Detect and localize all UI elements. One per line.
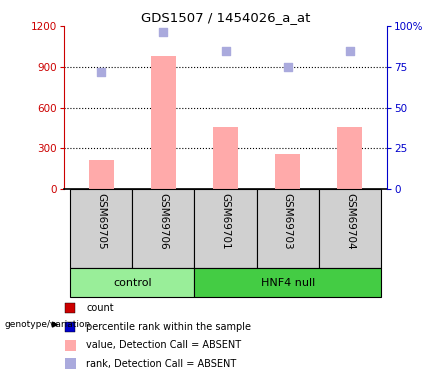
Text: GSM69706: GSM69706 bbox=[158, 193, 169, 249]
Bar bbox=[257, 189, 319, 268]
Text: HNF4 null: HNF4 null bbox=[260, 278, 315, 288]
Bar bbox=[89, 160, 114, 189]
Point bbox=[98, 69, 105, 75]
Point bbox=[160, 28, 167, 34]
Bar bbox=[70, 189, 132, 268]
Bar bbox=[275, 154, 300, 189]
Text: control: control bbox=[113, 278, 151, 288]
Point bbox=[222, 48, 229, 54]
Text: rank, Detection Call = ABSENT: rank, Detection Call = ABSENT bbox=[86, 359, 237, 369]
Bar bbox=[213, 126, 238, 189]
Text: GSM69705: GSM69705 bbox=[96, 193, 106, 249]
Title: GDS1507 / 1454026_a_at: GDS1507 / 1454026_a_at bbox=[141, 11, 310, 24]
Point bbox=[346, 48, 353, 54]
Point bbox=[281, 96, 288, 102]
Text: GSM69703: GSM69703 bbox=[282, 193, 293, 249]
Point bbox=[284, 64, 291, 70]
Bar bbox=[337, 126, 362, 189]
Bar bbox=[319, 189, 381, 268]
Bar bbox=[132, 189, 194, 268]
Text: count: count bbox=[86, 303, 114, 313]
Point bbox=[281, 264, 288, 270]
Bar bbox=[70, 268, 194, 297]
Text: GSM69704: GSM69704 bbox=[345, 193, 355, 249]
Text: genotype/variation: genotype/variation bbox=[4, 320, 91, 329]
Text: value, Detection Call = ABSENT: value, Detection Call = ABSENT bbox=[86, 340, 242, 350]
Text: GSM69701: GSM69701 bbox=[220, 193, 231, 249]
Bar bbox=[194, 268, 381, 297]
Bar bbox=[151, 56, 176, 189]
Text: percentile rank within the sample: percentile rank within the sample bbox=[86, 322, 251, 332]
Bar bbox=[194, 189, 257, 268]
